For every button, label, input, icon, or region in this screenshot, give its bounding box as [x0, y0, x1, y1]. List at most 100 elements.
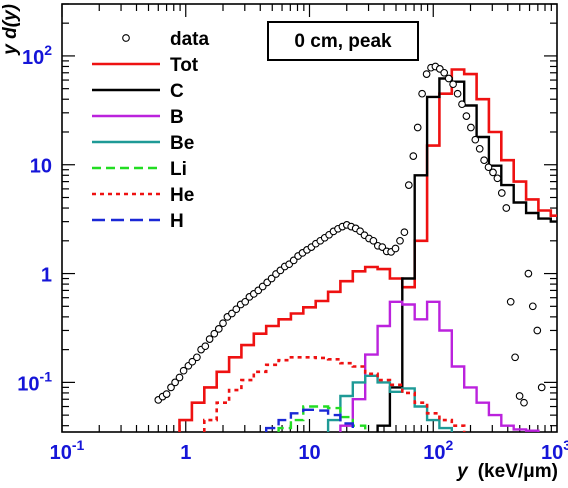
chart-curves: [178, 68, 557, 432]
data-point: [175, 373, 184, 382]
data-point: [214, 325, 223, 333]
y-tick-label-base: 10: [17, 373, 39, 395]
x-tick-labels: 10-1 1 10 102 103: [50, 437, 568, 464]
data-point: [171, 378, 179, 387]
y-tick-label: 10: [30, 156, 52, 178]
data-point: [515, 392, 524, 400]
data-point: [409, 152, 418, 160]
annotation-text: 0 cm, peak: [294, 31, 392, 52]
data-point: [391, 244, 400, 253]
x-tick-label-base: 10: [298, 442, 320, 464]
data-point: [449, 80, 457, 89]
data-point: [537, 383, 546, 392]
data-point: [524, 269, 533, 278]
x-tick-label-base: 10: [423, 442, 445, 464]
legend-label-tot: Tot: [170, 55, 199, 76]
series-be-curve: [326, 374, 453, 432]
data-point: [396, 236, 404, 245]
data-point: [467, 123, 475, 132]
x-axis-unit: (keV/μm): [478, 461, 558, 482]
data-point: [480, 156, 488, 165]
data-point: [444, 74, 453, 83]
data-point: [458, 100, 466, 109]
data-point: [201, 342, 210, 351]
data-point: [193, 353, 201, 362]
x-tick-label-base: 10: [541, 442, 563, 464]
data-point: [502, 204, 511, 212]
y-tick-label: 102: [22, 42, 52, 69]
data-point: [520, 398, 528, 407]
x-tick-label-base: 10: [50, 442, 72, 464]
data-point: [489, 168, 497, 177]
data-point: [205, 335, 214, 343]
data-point: [167, 383, 175, 392]
legend-label-he: He: [170, 185, 194, 206]
x-tick-label-exponent: -1: [72, 437, 85, 453]
tick-marks: [61, 3, 557, 432]
data-point: [440, 68, 449, 77]
data-point: [484, 163, 493, 172]
data-point: [528, 302, 537, 311]
data-point: [267, 274, 276, 283]
x-tick-label: 103: [541, 437, 568, 464]
y-tick-label-base: 10: [22, 47, 44, 69]
legend-label-b: B: [170, 107, 184, 128]
legend-label-data: data: [170, 29, 210, 50]
data-point: [219, 319, 227, 328]
legend-label-li: Li: [170, 159, 187, 180]
y-tick-label-exponent: 2: [44, 42, 52, 58]
series-tot-curve: [178, 68, 557, 432]
data-points: [154, 62, 546, 407]
data-point: [418, 89, 426, 98]
legend-marker-data: [122, 34, 130, 42]
data-point: [506, 297, 515, 306]
series-he-curve: [203, 356, 466, 432]
y-tick-label-exponent: -1: [40, 368, 53, 384]
data-point: [462, 112, 471, 120]
data-point: [369, 236, 378, 245]
data-point: [497, 189, 506, 197]
x-tick-label-base: 1: [180, 442, 191, 464]
x-tick-label: 1: [180, 442, 191, 464]
data-point: [493, 174, 502, 183]
series-h-curve: [265, 408, 354, 432]
y-tick-label-base: 1: [41, 265, 52, 287]
y-tick-label-base: 10: [30, 156, 52, 178]
x-tick-label: 102: [423, 437, 453, 464]
series-b-curve: [339, 300, 540, 432]
data-point: [511, 353, 519, 362]
data-point: [241, 297, 250, 306]
data-point: [289, 256, 298, 265]
data-point: [162, 390, 171, 398]
y-axis-title: y d(y): [0, 4, 21, 56]
legend-label-c: C: [170, 81, 184, 102]
y-tick-label: 10-1: [17, 368, 52, 395]
data-point: [232, 305, 241, 314]
x-axis-symbol: y: [456, 461, 469, 482]
data-point: [400, 228, 409, 237]
legend-label-be: Be: [170, 133, 194, 154]
data-point: [413, 123, 422, 132]
data-point: [422, 70, 431, 78]
x-tick-label-exponent: 2: [445, 437, 453, 453]
data-point: [210, 329, 219, 338]
x-tick-label: 10-1: [50, 437, 85, 464]
data-point: [471, 135, 480, 144]
legend-label-h: H: [170, 211, 184, 232]
y-tick-label: 1: [41, 265, 52, 287]
data-point: [404, 181, 413, 189]
x-axis-title: y (keV/μm): [456, 461, 558, 482]
x-tick-label-exponent: 3: [563, 437, 568, 453]
data-point: [453, 89, 462, 98]
data-point: [533, 326, 542, 335]
x-tick-label: 10: [298, 442, 320, 464]
data-point: [179, 366, 188, 375]
data-point: [475, 144, 484, 153]
legend: data Tot CB Be Li He H: [92, 29, 210, 232]
annotation-box: [267, 21, 419, 61]
data-point: [188, 357, 197, 366]
